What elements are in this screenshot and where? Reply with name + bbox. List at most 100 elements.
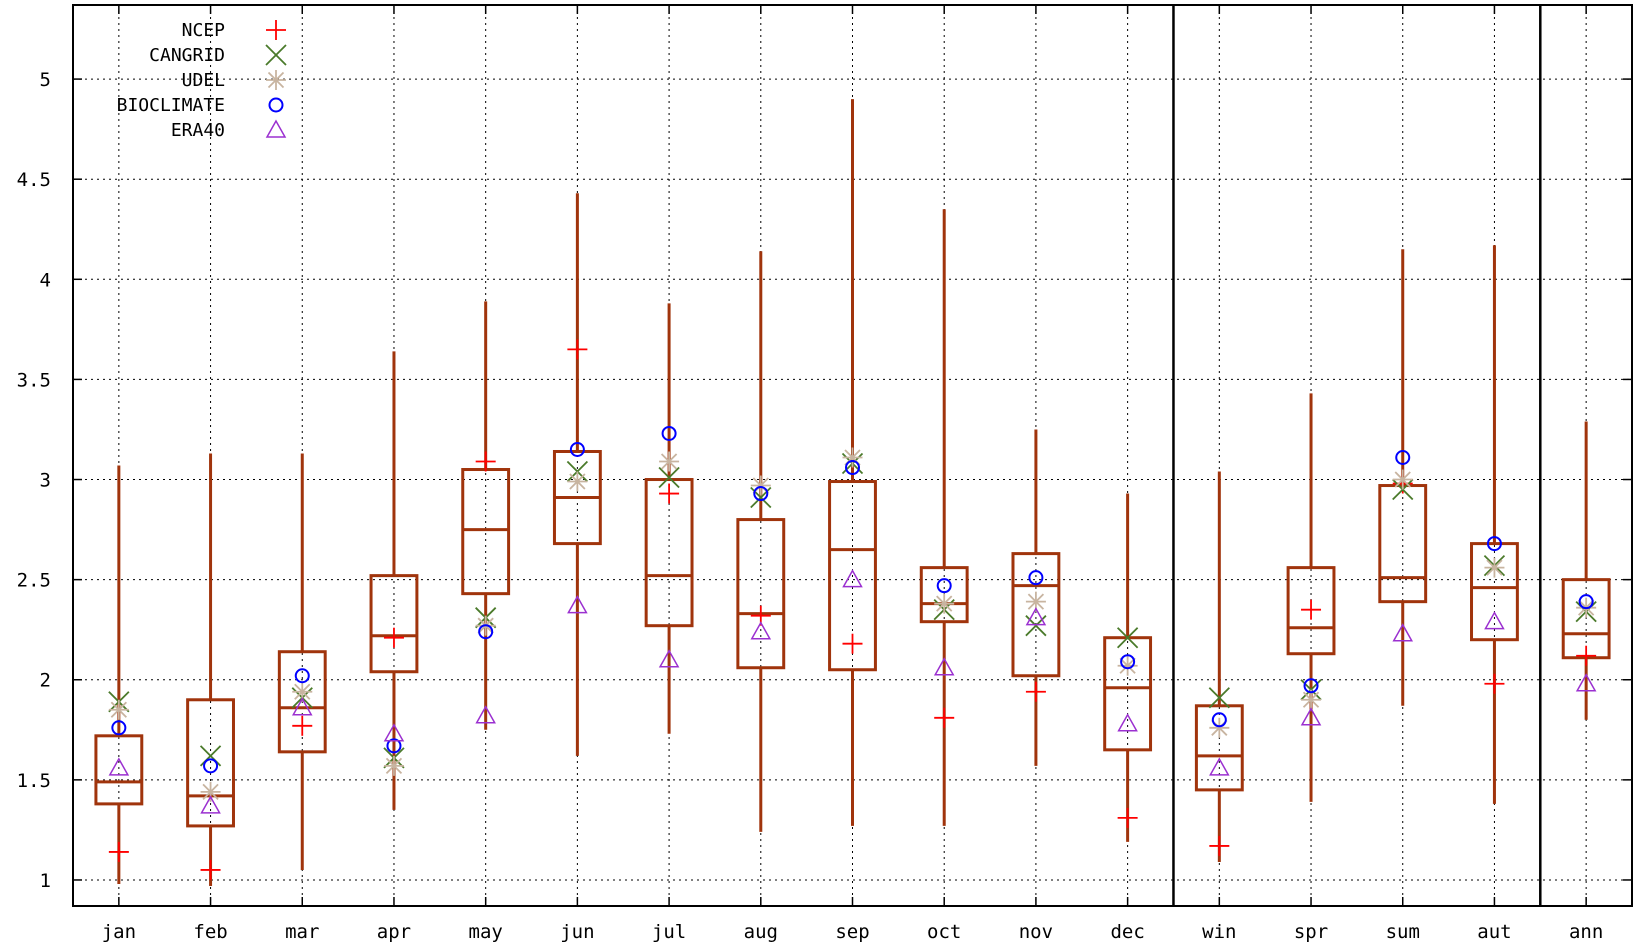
box-sep xyxy=(828,99,877,826)
y-tick-label: 4 xyxy=(40,269,51,291)
udel-point-oct xyxy=(934,593,955,614)
x-tick-label: aug xyxy=(744,921,778,943)
udel-point-dec xyxy=(1117,655,1138,676)
era40-point-jan xyxy=(108,757,130,776)
x-tick-label: sep xyxy=(835,921,869,943)
x-tick-label: spr xyxy=(1294,921,1328,943)
ncep-point-oct xyxy=(934,707,955,728)
box-aug xyxy=(736,251,786,832)
cangrid-point-jul xyxy=(658,466,680,489)
ncep-point-spr xyxy=(1301,599,1322,620)
x-tick-label: may xyxy=(469,921,503,943)
ncep-point-dec xyxy=(1117,807,1138,828)
y-tick-label: 1 xyxy=(40,870,51,892)
udel-point-jul xyxy=(659,451,680,472)
udel-point-sep xyxy=(842,447,863,468)
y-tick-label: 3.5 xyxy=(17,369,51,391)
era40-point-sum xyxy=(1392,623,1414,642)
bioclimate-point-jul xyxy=(661,425,677,441)
series-udel xyxy=(108,447,1597,802)
marker-series xyxy=(108,339,1597,880)
legend-marker xyxy=(266,20,286,40)
era40-point-mar xyxy=(291,697,313,716)
x-tick-label: feb xyxy=(193,921,227,943)
bioclimate-point-apr xyxy=(386,738,402,754)
bioclimate-point-sum xyxy=(1395,450,1411,466)
ncep-point-aut xyxy=(1484,673,1505,694)
bioclimate-point-aug xyxy=(753,486,769,502)
box-aut xyxy=(1470,245,1519,804)
legend-entry-cangrid: CANGRID xyxy=(149,44,287,66)
ncep-point-ann xyxy=(1576,645,1597,666)
x-tick-label: sum xyxy=(1386,921,1420,943)
ncep-point-win xyxy=(1209,835,1230,856)
legend-label: CANGRID xyxy=(149,45,225,66)
era40-point-nov xyxy=(1025,607,1047,626)
cangrid-point-jun xyxy=(566,460,589,483)
x-tick-label: win xyxy=(1202,921,1236,943)
udel-point-apr xyxy=(383,755,404,776)
y-tick-label: 1.5 xyxy=(17,770,51,792)
ncep-point-mar xyxy=(292,715,313,736)
era40-point-dec xyxy=(1117,713,1138,732)
ncep-point-feb xyxy=(200,859,221,880)
box-body xyxy=(277,650,327,754)
udel-point-spr xyxy=(1301,689,1322,710)
y-tick-label: 2 xyxy=(40,670,51,692)
legend-label: ERA40 xyxy=(171,120,225,141)
bioclimate-point-oct xyxy=(936,578,952,594)
legend-marker xyxy=(266,70,286,90)
x-tick-label: nov xyxy=(1019,921,1053,943)
legend-label: BIOCLIMATE xyxy=(117,95,225,116)
udel-point-sum xyxy=(1392,469,1413,490)
box-series xyxy=(94,99,1611,886)
bioclimate-point-spr xyxy=(1303,678,1319,694)
era40-point-aut xyxy=(1484,611,1505,630)
box-body xyxy=(369,574,419,674)
bioclimate-point-nov xyxy=(1028,570,1044,586)
era40-point-feb xyxy=(200,795,221,814)
x-tick-label: jul xyxy=(652,921,686,943)
legend-marker xyxy=(265,119,287,138)
box-body xyxy=(186,698,235,828)
legend-entry-bioclimate: BIOCLIMATE xyxy=(117,95,284,116)
udel-point-feb xyxy=(200,781,221,802)
bioclimate-point-aut xyxy=(1486,536,1502,552)
cangrid-point-sum xyxy=(1392,478,1414,501)
y-tick-label: 5 xyxy=(40,69,51,91)
era40-point-jun xyxy=(567,595,588,614)
axes: 1 1.5 2 2.5 3 3.5 4 4.5 5 jan feb mar apr may jun jul au… xyxy=(17,5,1632,943)
udel-point-jan xyxy=(108,699,129,720)
series-era40 xyxy=(108,569,1597,814)
bioclimate-point-feb xyxy=(203,758,219,774)
ncep-point-nov xyxy=(1025,681,1046,702)
box-body xyxy=(94,734,144,806)
era40-point-jul xyxy=(658,649,680,668)
box-jan xyxy=(94,465,144,884)
x-tick-label: mar xyxy=(285,921,319,943)
bioclimate-point-dec xyxy=(1120,654,1136,670)
ncep-point-jul xyxy=(659,483,680,504)
udel-point-aut xyxy=(1484,557,1505,578)
udel-point-mar xyxy=(292,681,313,702)
bioclimate-point-win xyxy=(1211,712,1227,728)
plot-frame xyxy=(72,4,1633,907)
era40-point-win xyxy=(1209,757,1230,776)
legend: NCEP CANGRID UDEL BIOCLIMATE ERA40 xyxy=(117,20,287,141)
udel-point-jun xyxy=(567,471,588,492)
bioclimate-point-sep xyxy=(845,460,860,476)
x-tick-label: jan xyxy=(102,921,136,943)
legend-marker xyxy=(268,97,284,113)
bioclimate-point-may xyxy=(478,624,494,640)
box-body xyxy=(1194,704,1244,792)
box-oct xyxy=(919,209,969,826)
ncep-point-jan xyxy=(108,841,129,862)
udel-point-nov xyxy=(1025,591,1046,612)
box-body xyxy=(736,518,786,670)
ncep-point-may xyxy=(475,451,496,472)
x-tick-label: oct xyxy=(927,921,961,943)
bioclimate-point-jan xyxy=(111,720,127,736)
box-body xyxy=(828,480,877,672)
legend-entry-udel: UDEL xyxy=(182,70,286,91)
